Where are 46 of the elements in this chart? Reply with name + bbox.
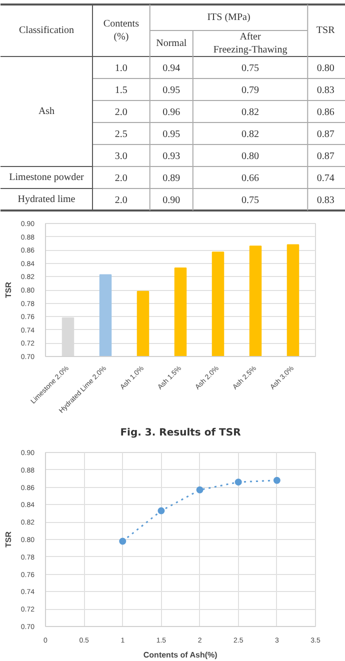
data-label: 0.75	[242, 195, 260, 206]
data-label: 2.0	[114, 107, 128, 118]
data-label: 0.87	[316, 151, 334, 162]
data-label: 1.5	[114, 85, 128, 96]
data-label: 0.75	[242, 63, 260, 74]
x-tick-label: Contents (%)	[103, 18, 140, 43]
data-label: 2.5	[114, 129, 128, 140]
data-label: 0.90	[162, 195, 180, 206]
y-tick-label: Limestone powder	[9, 172, 85, 183]
point	[234, 478, 242, 486]
data-label: 0.83	[316, 195, 334, 206]
data-label: 0.74	[316, 173, 334, 184]
data-label: 0.95	[162, 129, 180, 140]
data-label: 3.0	[114, 151, 128, 162]
x-tick-label: After Freezing-Thawing	[213, 31, 288, 56]
y-tick-label: Hydrated lime	[18, 194, 76, 205]
text: ITS (MPa)	[207, 12, 250, 23]
x-tick-label: TSR	[316, 25, 336, 36]
data-label: 0.66	[242, 173, 260, 184]
point	[119, 538, 126, 545]
data-label: 0.82	[242, 107, 260, 118]
data-label: 0.82	[242, 129, 260, 140]
data-label: 0.89	[162, 173, 180, 184]
data-label: 0.83	[316, 85, 334, 96]
y-axis-title: TSR	[4, 531, 13, 548]
data-label: 0.96	[162, 107, 180, 118]
data-label: 2.0	[114, 173, 128, 184]
data-label: 0.79	[242, 85, 260, 96]
point	[158, 507, 165, 514]
data-label: 2.0	[114, 195, 128, 206]
point	[273, 476, 280, 484]
data-label: 0.87	[316, 129, 334, 140]
y-axis-title: Classification	[19, 25, 74, 36]
x-tick-label: Normal	[156, 38, 187, 49]
data-label: 1.0	[114, 63, 128, 74]
x-axis-title: Contents of Ash(%)	[143, 650, 218, 660]
data-label: 0.80	[316, 63, 334, 74]
y-tick-label: Ash	[38, 106, 55, 117]
data-label: 0.80	[242, 151, 260, 162]
data-label: 0.95	[162, 85, 180, 96]
data-label: 0.86	[316, 107, 334, 118]
data-label: 0.93	[162, 151, 180, 162]
data-label: 0.94	[162, 63, 180, 74]
point	[196, 486, 204, 494]
y-axis-title: TSR	[4, 282, 13, 298]
caption: Fig. 3. Results of TSR	[120, 428, 242, 438]
